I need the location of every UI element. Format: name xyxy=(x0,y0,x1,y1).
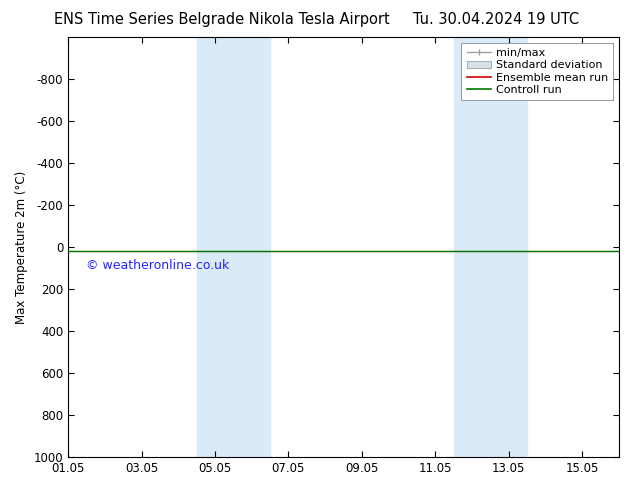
Text: © weatheronline.co.uk: © weatheronline.co.uk xyxy=(86,259,230,271)
Text: ENS Time Series Belgrade Nikola Tesla Airport     Tu. 30.04.2024 19 UTC: ENS Time Series Belgrade Nikola Tesla Ai… xyxy=(55,12,579,27)
Legend: min/max, Standard deviation, Ensemble mean run, Controll run: min/max, Standard deviation, Ensemble me… xyxy=(461,43,614,100)
Bar xyxy=(454,37,527,457)
Y-axis label: Max Temperature 2m (°C): Max Temperature 2m (°C) xyxy=(15,171,28,324)
Bar xyxy=(197,37,270,457)
